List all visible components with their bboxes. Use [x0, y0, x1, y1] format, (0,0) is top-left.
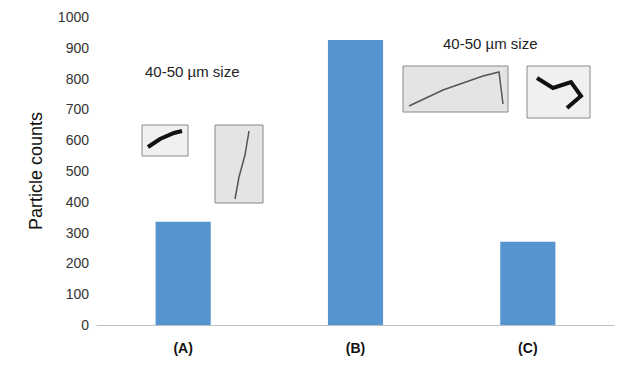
svg-text:600: 600: [66, 132, 90, 148]
svg-text:40-50 µm size: 40-50 µm size: [443, 35, 538, 52]
svg-text:900: 900: [66, 40, 90, 56]
svg-text:(B): (B): [346, 340, 365, 356]
svg-text:Particle counts: Particle counts: [26, 112, 46, 230]
svg-text:(A): (A): [173, 340, 192, 356]
svg-text:(C): (C): [518, 340, 537, 356]
svg-text:100: 100: [66, 286, 90, 302]
svg-text:800: 800: [66, 71, 90, 87]
svg-text:700: 700: [66, 101, 90, 117]
svg-text:200: 200: [66, 255, 90, 271]
svg-text:400: 400: [66, 194, 90, 210]
svg-text:0: 0: [81, 317, 89, 333]
svg-text:40-50 µm size: 40-50 µm size: [145, 63, 240, 80]
svg-text:500: 500: [66, 163, 90, 179]
svg-text:300: 300: [66, 225, 90, 241]
svg-text:1000: 1000: [58, 9, 89, 25]
